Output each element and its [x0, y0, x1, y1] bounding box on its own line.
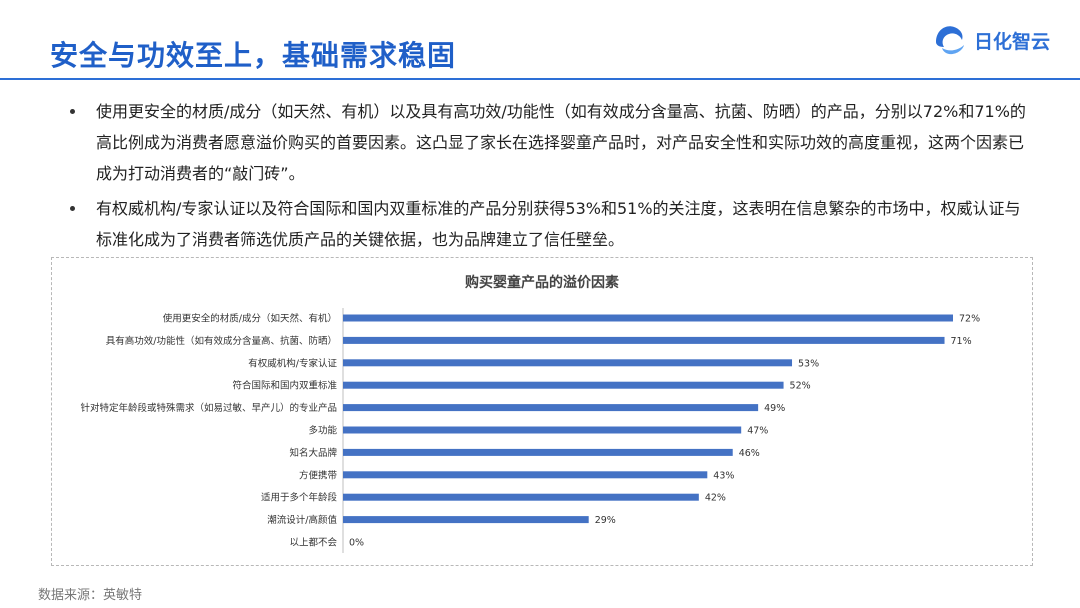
data-source: 数据来源：英敏特: [38, 588, 143, 603]
bullet-text: 有权威机构/专家认证以及符合国际和国内双重标准的产品分别获得53%和51%的关注…: [96, 199, 1021, 249]
category-label: 适用于多个年龄段: [261, 492, 338, 504]
value-label: 46%: [739, 448, 760, 459]
bar: [343, 516, 589, 524]
value-label: 52%: [790, 381, 811, 392]
value-label: 42%: [705, 493, 726, 504]
bar: [343, 359, 793, 367]
bar: [343, 471, 708, 479]
value-label: 49%: [764, 403, 785, 414]
category-label: 方便携带: [299, 469, 338, 481]
bullet-text: 使用更安全的材质/成分（如天然、有机）以及具有高功效/功能性（如有效成分含量高、…: [96, 102, 1026, 183]
category-label: 具有高功效/功能性（如有效成分含量高、抗菌、防晒）: [106, 335, 337, 347]
category-label: 使用更安全的材质/成分（如天然、有机）: [163, 313, 337, 325]
bar: [343, 448, 733, 456]
bullet-item: 有权威机构/专家认证以及符合国际和国内双重标准的产品分别获得53%和51%的关注…: [70, 193, 1030, 255]
value-label: 43%: [713, 470, 734, 481]
title-divider: [0, 78, 1080, 80]
value-label: 53%: [798, 358, 819, 369]
value-label: 29%: [595, 515, 616, 526]
bar: [343, 404, 759, 412]
chart-title: 购买婴童产品的溢价因素: [465, 274, 619, 291]
bullet-dot: [70, 206, 75, 211]
bar: [343, 314, 953, 322]
bar: [343, 493, 699, 501]
brand-logo-icon: [936, 26, 964, 55]
bullet-dot: [70, 109, 75, 114]
value-label: 71%: [951, 336, 972, 347]
bar: [343, 336, 945, 344]
bullet-list: 使用更安全的材质/成分（如天然、有机）以及具有高功效/功能性（如有效成分含量高、…: [70, 96, 1030, 259]
category-label: 以上都不会: [289, 537, 337, 549]
bar: [343, 426, 742, 434]
bar: [343, 381, 784, 389]
category-label: 有权威机构/专家认证: [248, 357, 337, 369]
value-label: 47%: [747, 426, 768, 437]
category-label: 符合国际和国内双重标准: [232, 380, 337, 392]
category-label: 知名大品牌: [289, 447, 337, 459]
category-label: 针对特定年龄段或特殊需求（如易过敏、早产儿）的专业产品: [80, 402, 337, 414]
page-title: 安全与功效至上，基础需求稳固: [50, 39, 457, 72]
premium-factors-bar-chart: 购买婴童产品的溢价因素 使用更安全的材质/成分（如天然、有机） 72% 具有高功效/…: [80, 274, 980, 553]
chart-panel: 购买婴童产品的溢价因素 使用更安全的材质/成分（如天然、有机） 72% 具有高功效/…: [51, 257, 1033, 566]
brand-logo: 日化智云: [930, 18, 1060, 58]
bullet-item: 使用更安全的材质/成分（如天然、有机）以及具有高功效/功能性（如有效成分含量高、…: [70, 96, 1030, 189]
value-label: 72%: [959, 314, 980, 325]
category-label: 多功能: [308, 425, 337, 437]
category-label: 潮流设计/高颜值: [267, 514, 337, 526]
value-label: 0%: [349, 538, 364, 549]
brand-name: 日化智云: [974, 31, 1051, 53]
